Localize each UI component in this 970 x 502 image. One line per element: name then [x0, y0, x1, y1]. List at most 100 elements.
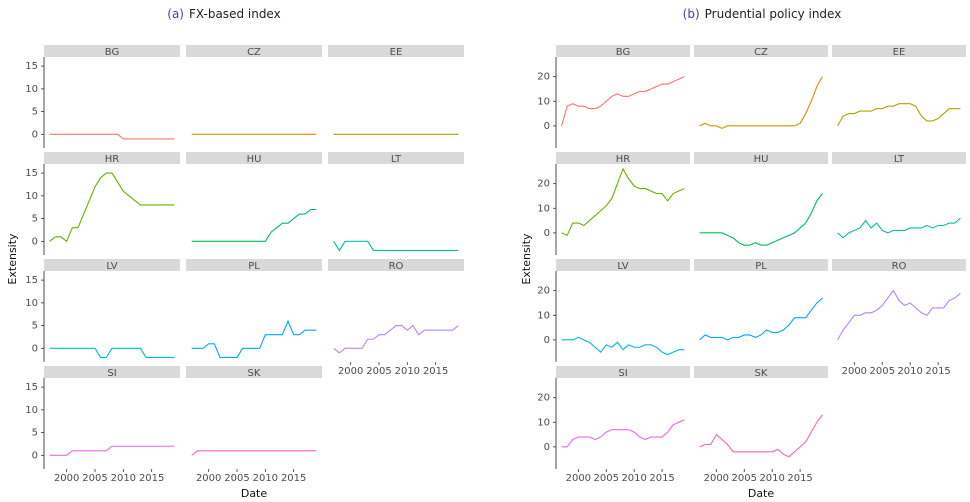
strip-label: HR [616, 154, 631, 165]
y-tick-label: 15 [25, 382, 38, 393]
y-tick-label: 0 [32, 129, 38, 140]
y-tick-label: 10 [25, 405, 38, 416]
series-line [561, 167, 685, 237]
x-tick-label: 2010 [897, 366, 922, 377]
x-tick-label: 2000 [54, 473, 79, 484]
strip-label: LT [391, 154, 402, 165]
series-line [699, 414, 823, 458]
strip [44, 259, 180, 271]
y-tick-label: 5 [32, 107, 38, 118]
series-line [191, 208, 317, 242]
panel-label: (a) [167, 7, 184, 21]
y-tick-label: 0 [544, 442, 550, 453]
series-line [49, 445, 175, 456]
y-tick-label: 15 [25, 168, 38, 179]
y-tick-label: 15 [25, 61, 38, 72]
strip-label: RO [892, 261, 907, 272]
series-line [333, 240, 459, 252]
strip [694, 366, 828, 378]
strip [556, 45, 690, 57]
x-tick-label: 2005 [82, 473, 107, 484]
x-tick-label: 2010 [111, 473, 136, 484]
y-tick-label: 10 [537, 203, 550, 214]
series-line [561, 76, 685, 127]
x-tick-label: 2015 [423, 366, 448, 377]
y-tick-label: 10 [537, 310, 550, 321]
strip-label: RO [389, 261, 404, 272]
series-line [49, 133, 175, 140]
x-tick-label: 2000 [842, 366, 867, 377]
strip-label: CZ [247, 47, 261, 58]
series-line [837, 103, 961, 127]
strip-label: SI [107, 368, 116, 379]
x-tick-label: 2010 [253, 473, 278, 484]
strip [186, 45, 322, 57]
strip-label: PL [755, 261, 767, 272]
strip-label: BG [105, 47, 119, 58]
strip [556, 366, 690, 378]
y-tick-label: 10 [537, 417, 550, 428]
x-axis-label: Date [748, 487, 775, 500]
strip [694, 152, 828, 164]
strip [44, 366, 180, 378]
y-tick-label: 0 [32, 343, 38, 354]
strip-label: PL [248, 261, 260, 272]
strip-label: SK [755, 368, 768, 379]
panel-label: (b) [683, 7, 700, 21]
y-tick-label: 10 [25, 84, 38, 95]
y-tick-label: 20 [537, 286, 550, 297]
strip [832, 259, 966, 271]
series-line [699, 76, 823, 129]
strip [44, 45, 180, 57]
strip-label: HR [105, 154, 120, 165]
series-line [699, 193, 823, 246]
strip-label: LV [617, 261, 628, 272]
strip [44, 152, 180, 164]
strip-label: HU [247, 154, 262, 165]
y-tick-label: 20 [537, 393, 550, 404]
y-tick-label: 20 [537, 72, 550, 83]
y-tick-label: 0 [544, 228, 550, 239]
x-tick-label: 2005 [366, 366, 391, 377]
x-tick-label: 2005 [594, 473, 619, 484]
series-line [49, 172, 175, 243]
strip [186, 152, 322, 164]
series-line [191, 450, 317, 456]
series-line [191, 319, 317, 358]
y-tick-label: 0 [32, 450, 38, 461]
strip-label: HU [754, 154, 769, 165]
title-text: Prudential policy index [705, 7, 842, 21]
title-text: FX-based index [189, 7, 281, 21]
strip-label: LT [894, 154, 905, 165]
y-tick-label: 0 [32, 236, 38, 247]
strip-label: BG [616, 47, 630, 58]
strip [694, 259, 828, 271]
strip-label: CZ [754, 47, 768, 58]
x-tick-label: 2010 [759, 473, 784, 484]
x-axis-label: Date [241, 487, 268, 500]
y-tick-label: 5 [32, 321, 38, 332]
strip [556, 259, 690, 271]
y-axis-label: Extensity [520, 233, 533, 285]
y-tick-label: 0 [544, 121, 550, 132]
x-tick-label: 2005 [224, 473, 249, 484]
series-line [561, 336, 685, 356]
x-tick-label: 2010 [621, 473, 646, 484]
y-tick-label: 15 [25, 275, 38, 286]
strip [186, 366, 322, 378]
strip [186, 259, 322, 271]
series-line [837, 289, 961, 341]
y-tick-label: 10 [537, 96, 550, 107]
strip [328, 45, 464, 57]
strip-label: SK [248, 368, 261, 379]
y-tick-label: 5 [32, 428, 38, 439]
x-tick-label: 2005 [870, 366, 895, 377]
y-tick-label: 10 [25, 191, 38, 202]
series-line [333, 324, 459, 354]
y-tick-label: 0 [544, 335, 550, 346]
x-tick-label: 2015 [139, 473, 164, 484]
x-tick-label: 2005 [732, 473, 757, 484]
chart-title: (b) Prudential policy index [683, 7, 842, 21]
x-tick-label: 2010 [395, 366, 420, 377]
